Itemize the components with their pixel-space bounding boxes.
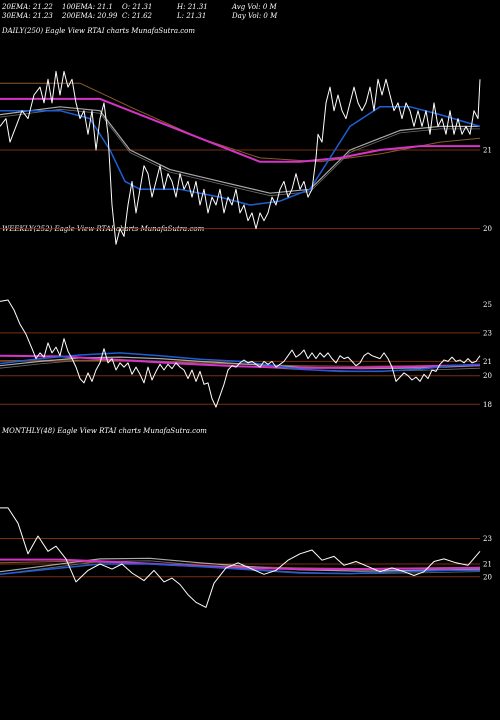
daily-ytick-label: 20 bbox=[483, 225, 492, 233]
weekly-price-line bbox=[0, 299, 481, 408]
header-close: C: 21.62 bbox=[122, 12, 152, 20]
monthly-ema-long-line bbox=[0, 558, 481, 571]
header-100ema: 100EMA: 21.1 bbox=[62, 3, 113, 11]
header-200ema: 200EMA: 20.99 bbox=[62, 12, 118, 20]
weekly-ytick-label: 20 bbox=[483, 372, 492, 380]
daily-ema-short-line bbox=[0, 106, 481, 206]
monthly-panel-label: MONTHLY(48) Eagle View RTAI charts Munaf… bbox=[2, 427, 207, 435]
daily-ema-mid-line bbox=[0, 106, 480, 194]
monthly-price-line bbox=[0, 507, 481, 608]
monthly-ema-mid-line bbox=[0, 557, 481, 573]
weekly-ytick-label: 18 bbox=[483, 401, 492, 409]
daily-ytick-label: 21 bbox=[483, 147, 492, 155]
daily-price-line bbox=[0, 70, 481, 245]
weekly-ytick-label: 21 bbox=[483, 358, 492, 366]
header-avg-vol: Avg Vol: 0 M bbox=[232, 3, 277, 11]
header-low: L: 21.31 bbox=[177, 12, 207, 20]
weekly-ytick-label: 25 bbox=[483, 301, 492, 309]
header-day-vol: Day Vol: 0 M bbox=[232, 12, 278, 20]
monthly-ytick-label: 23 bbox=[483, 535, 492, 543]
daily-panel-label: DAILY(250) Eagle View RTAI charts Munafa… bbox=[2, 27, 196, 35]
weekly-ema-long-line bbox=[0, 354, 481, 369]
header-high: H: 21.31 bbox=[177, 3, 208, 11]
weekly-ytick-label: 23 bbox=[483, 329, 492, 337]
daily-ema-mid-shadow-line bbox=[0, 108, 480, 197]
daily-ema-long-line bbox=[0, 97, 480, 163]
monthly-ytick-label: 20 bbox=[483, 573, 492, 581]
monthly-ytick-label: 21 bbox=[483, 561, 492, 569]
header-20ema: 20EMA: 21.22 bbox=[2, 3, 53, 11]
monthly-ema-short-line bbox=[0, 563, 480, 576]
header-30ema: 30EMA: 21.23 bbox=[2, 12, 53, 20]
header-open: O: 21.31 bbox=[122, 3, 153, 11]
